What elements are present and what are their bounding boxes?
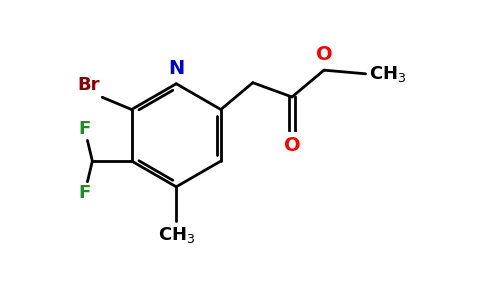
Text: Br: Br: [77, 76, 100, 94]
Text: CH$_3$: CH$_3$: [157, 225, 195, 245]
Text: F: F: [79, 184, 91, 202]
Text: CH$_3$: CH$_3$: [369, 64, 407, 84]
Text: O: O: [284, 136, 301, 155]
Text: O: O: [316, 45, 333, 64]
Text: F: F: [79, 120, 91, 138]
Text: N: N: [168, 59, 184, 78]
